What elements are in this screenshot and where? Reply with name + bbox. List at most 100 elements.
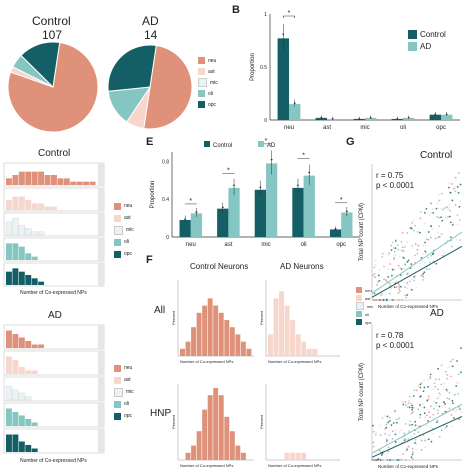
g-point: [454, 190, 457, 193]
g-point: [427, 386, 429, 388]
g-point: [387, 276, 390, 278]
hist-bar-oli: [6, 408, 12, 426]
bar-ad-opc: [441, 114, 453, 120]
g-point: [422, 275, 425, 278]
panel-f-col-title-ad: AD Neurons: [280, 262, 324, 271]
g-point: [402, 452, 405, 455]
g-point: [417, 408, 420, 411]
g-point: [451, 358, 454, 361]
g-point: [394, 444, 397, 446]
panel-c-ad-title: AD: [48, 310, 62, 321]
g-point: [406, 273, 409, 276]
hist-bar-neu: [51, 175, 57, 185]
g-point: [452, 221, 455, 224]
f-hist-bar-All_AD: [268, 334, 273, 356]
g-point: [456, 214, 459, 216]
g-point: [428, 214, 431, 217]
g-point: [399, 285, 402, 288]
g-point: [414, 424, 417, 427]
g-point: [396, 459, 398, 461]
hist-bar-ast: [44, 206, 51, 210]
hist-bar-opc: [18, 441, 25, 452]
g-point: [438, 235, 441, 238]
g-point: [425, 268, 428, 271]
g-point: [427, 378, 429, 381]
g-p-value: p < 0.0001: [376, 341, 415, 350]
g-point: [428, 261, 431, 264]
g-point: [395, 418, 398, 421]
g-point: [436, 397, 439, 400]
g-point: [384, 427, 386, 430]
g-point: [403, 432, 406, 435]
panel-f-col-title-control: Control Neurons: [190, 262, 249, 271]
hist-bar-neu: [44, 175, 51, 185]
legend-item-ast: ast: [356, 294, 373, 302]
g-point: [419, 386, 422, 389]
g-point: [437, 367, 440, 370]
f-y-label: Percent: [171, 310, 176, 325]
g-point: [393, 258, 396, 260]
g-point: [401, 299, 403, 301]
hist-bar-neu: [12, 175, 19, 185]
g-fit-line: [371, 416, 463, 458]
g-point: [414, 243, 417, 245]
bar-ad-mic: [365, 117, 377, 120]
g-point: [449, 221, 452, 224]
f-hist-bar-All_Control: [207, 298, 213, 356]
g-point: [415, 448, 417, 451]
data-point: [358, 117, 361, 120]
legend-swatch-neu: [198, 57, 205, 64]
pie-ad-title: AD: [142, 14, 159, 28]
g-point: [454, 176, 457, 179]
hist-bar-opc: [6, 271, 12, 285]
hist-bar-oli: [25, 419, 32, 426]
sig-star-mic: *: [265, 138, 268, 145]
hist-bar-mic: [12, 218, 19, 236]
legend-item-oli: oli: [198, 88, 218, 99]
g-point: [456, 186, 459, 188]
g-point: [389, 420, 391, 422]
f-hist-bar-HNP_Control: [224, 416, 230, 460]
x-tick-mic: mic: [360, 125, 369, 131]
g-point: [456, 360, 458, 362]
legend-label-mic: mic: [126, 227, 134, 233]
hist-bar-oli: [18, 246, 25, 260]
panel-g-legend: neu ast mic oli opc: [356, 286, 373, 326]
g-point: [394, 429, 397, 432]
g-point: [406, 287, 409, 290]
g-point: [451, 425, 454, 428]
hist-bar-neu: [38, 171, 45, 185]
g-point: [458, 418, 460, 421]
g-point: [410, 402, 413, 405]
hist-bar-neu: [25, 341, 32, 348]
hist-bar-neu: [89, 181, 96, 185]
facet-strip-mic: [98, 213, 104, 236]
legend-label-ast: ast: [124, 215, 131, 221]
g-point: [371, 424, 374, 427]
x-tick-ast: ast: [323, 125, 331, 131]
legend-item-neu: neu: [198, 55, 218, 66]
g-point: [374, 276, 376, 279]
f-hist-bar-HNP_AD: [284, 452, 290, 460]
g-point: [448, 407, 451, 410]
g-point: [444, 251, 447, 254]
g-point: [415, 286, 418, 289]
y-tick: 0.5: [260, 65, 267, 71]
data-point: [270, 158, 273, 161]
g-point: [410, 435, 412, 438]
g-point: [428, 411, 431, 414]
g-point: [413, 433, 416, 435]
g-point: [450, 239, 453, 242]
g-point: [432, 433, 435, 436]
g-point: [380, 454, 383, 456]
g-point: [427, 395, 430, 398]
g-point: [427, 438, 430, 441]
hist-bar-neu: [12, 334, 19, 348]
g-point: [384, 279, 387, 282]
g-point: [398, 288, 400, 291]
g-point: [383, 278, 385, 281]
legend-item-mic: mic: [356, 302, 373, 310]
g-point: [427, 231, 430, 233]
g-point: [451, 224, 454, 226]
g-point: [445, 388, 448, 391]
